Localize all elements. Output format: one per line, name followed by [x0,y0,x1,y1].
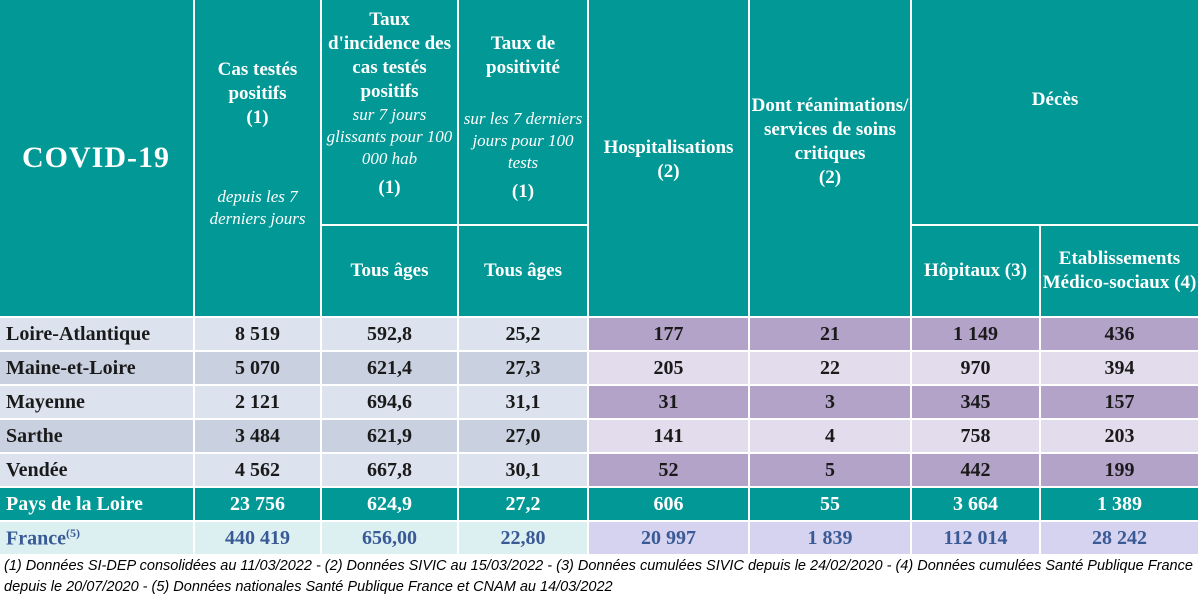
total-ems: 1 389 [1041,488,1200,522]
header-hosp-title: Hospitalisations [603,137,734,158]
total-hosp: 606 [589,488,750,522]
france-ems: 28 242 [1041,522,1200,556]
cas-value: 8 519 [195,318,322,352]
header-posit-title: Taux de positivité [486,33,560,78]
ems-value: 394 [1041,352,1200,386]
header-ems: Etablissements Médico-sociaux (4) [1041,226,1200,318]
header-cas-ref: (1) [246,107,269,128]
header-rea-title: Dont réanimations/ services de soins cri… [751,95,909,164]
hosp-value: 205 [589,352,750,386]
header-posit-ref: (1) [511,181,535,202]
header-taux-age: Tous âges [322,226,459,318]
france-ref: (5) [65,525,80,540]
header-hosp: Hospitalisations (2) [589,0,750,318]
ems-value: 203 [1041,420,1200,454]
rea-value: 5 [750,454,912,488]
header-posit-sub: sur les 7 derniers jours pour 100 tests [463,109,583,172]
taux-value: 621,9 [322,420,459,454]
rea-value: 4 [750,420,912,454]
taux-value: 694,6 [322,386,459,420]
header-taux: Taux d'incidence des cas testés positifs… [322,0,459,226]
taux-value: 621,4 [322,352,459,386]
hop-value: 442 [912,454,1041,488]
header-rea-ref: (2) [818,167,842,188]
header-hop: Hôpitaux (3) [912,226,1041,318]
total-row: Pays de la Loire 23 756 624,9 27,2 606 5… [0,488,1200,522]
hosp-value: 31 [589,386,750,420]
header-taux-ref: (1) [378,177,401,198]
header-hosp-ref: (2) [657,161,680,182]
hop-value: 758 [912,420,1041,454]
posit-value: 31,1 [459,386,589,420]
hosp-value: 177 [589,318,750,352]
dept-name: Sarthe [0,420,195,454]
france-hosp: 20 997 [589,522,750,556]
posit-value: 27,0 [459,420,589,454]
france-cas: 440 419 [195,522,322,556]
hop-value: 970 [912,352,1041,386]
posit-value: 25,2 [459,318,589,352]
cas-value: 2 121 [195,386,322,420]
dept-name: Vendée [0,454,195,488]
rea-value: 3 [750,386,912,420]
header-posit-age: Tous âges [459,226,589,318]
header-rea: Dont réanimations/ services de soins cri… [750,0,912,318]
taux-value: 592,8 [322,318,459,352]
france-hop: 112 014 [912,522,1041,556]
hop-value: 345 [912,386,1041,420]
header-posit: Taux de positivité sur les 7 derniers jo… [459,0,589,226]
hop-value: 1 149 [912,318,1041,352]
header-taux-title: Taux d'incidence des cas testés positifs [328,9,451,102]
ems-value: 199 [1041,454,1200,488]
posit-value: 30,1 [459,454,589,488]
table-row: Maine-et-Loire 5 070 621,4 27,3 205 22 9… [0,352,1200,386]
total-name: Pays de la Loire [0,488,195,522]
rea-value: 22 [750,352,912,386]
dept-name: Loire-Atlantique [0,318,195,352]
header-taux-sub: sur 7 jours glissants pour 100 000 hab [326,105,453,168]
ems-value: 436 [1041,318,1200,352]
table-row: Sarthe 3 484 621,9 27,0 141 4 758 203 [0,420,1200,454]
posit-value: 27,3 [459,352,589,386]
header-cas-sub: depuis les 7 derniers jours [209,187,306,228]
total-cas: 23 756 [195,488,322,522]
cas-value: 5 070 [195,352,322,386]
rea-value: 21 [750,318,912,352]
hosp-value: 141 [589,420,750,454]
ems-value: 157 [1041,386,1200,420]
france-taux: 656,00 [322,522,459,556]
header-cas: Cas testés positifs (1) depuis les 7 der… [195,0,322,318]
cas-value: 3 484 [195,420,322,454]
total-hop: 3 664 [912,488,1041,522]
table-row: Vendée 4 562 667,8 30,1 52 5 442 199 [0,454,1200,488]
dept-name: Maine-et-Loire [0,352,195,386]
france-rea: 1 839 [750,522,912,556]
taux-value: 667,8 [322,454,459,488]
france-posit: 22,80 [459,522,589,556]
table-title: COVID-19 [0,0,195,318]
table-row: Loire-Atlantique 8 519 592,8 25,2 177 21… [0,318,1200,352]
dept-name: Mayenne [0,386,195,420]
cas-value: 4 562 [195,454,322,488]
france-name-cell: France(5) [0,522,195,556]
footnote: (1) Données SI-DEP consolidées au 11/03/… [4,558,1193,595]
total-taux: 624,9 [322,488,459,522]
table-row: Mayenne 2 121 694,6 31,1 31 3 345 157 [0,386,1200,420]
header-cas-title: Cas testés positifs [217,59,298,104]
total-rea: 55 [750,488,912,522]
header-deces: Décès [912,0,1200,226]
france-row: France(5) 440 419 656,00 22,80 20 997 1 … [0,522,1200,556]
hosp-value: 52 [589,454,750,488]
covid-table: COVID-19 Cas testés positifs (1) depuis … [0,0,1200,556]
france-name: France [6,527,66,550]
total-posit: 27,2 [459,488,589,522]
